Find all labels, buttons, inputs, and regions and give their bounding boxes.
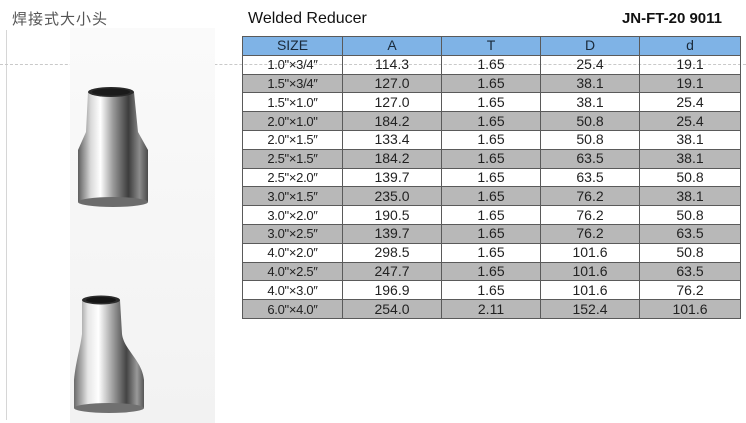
table-cell: 133.4 bbox=[342, 129, 442, 150]
table-cell: 19.1 bbox=[639, 73, 741, 94]
table-cell: 114.3 bbox=[342, 54, 442, 75]
table-cell: 25.4 bbox=[639, 111, 741, 131]
table-cell: 38.1 bbox=[639, 148, 741, 169]
table-row: 1.5"×1.0″ 127.0 1.65 38.1 25.4 bbox=[242, 92, 741, 113]
table-row: 4.0"×2.0″ 298.5 1.65 101.6 50.8 bbox=[242, 242, 741, 263]
table-cell: 63.5 bbox=[540, 167, 640, 188]
table-cell: 1.0"×3/4″ bbox=[242, 54, 343, 75]
table-cell: 1.65 bbox=[441, 223, 541, 244]
column-header-size: SIZE bbox=[242, 36, 343, 56]
left-guide-line bbox=[6, 30, 7, 420]
table-cell: 38.1 bbox=[540, 73, 640, 94]
table-cell: 50.8 bbox=[540, 111, 640, 131]
table-cell: 2.5"×2.0″ bbox=[242, 167, 343, 188]
table-cell: 63.5 bbox=[639, 261, 741, 282]
column-header-a: A bbox=[342, 36, 442, 56]
table-cell: 50.8 bbox=[639, 242, 741, 263]
table-cell: 184.2 bbox=[342, 111, 442, 131]
table-cell: 4.0"×2.0″ bbox=[242, 242, 343, 263]
table-body: 1.0"×3/4″ 114.3 1.65 25.4 19.1 1.5"×3/4″ 127.0… bbox=[242, 54, 741, 319]
table-cell: 152.4 bbox=[540, 299, 640, 319]
table-row: 1.5"×3/4″ 127.0 1.65 38.1 19.1 bbox=[242, 73, 741, 94]
table-row: 3.0"×1.5″ 235.0 1.65 76.2 38.1 bbox=[242, 186, 741, 207]
table-cell: 76.2 bbox=[639, 280, 741, 301]
table-row: 2.0"×1.5″ 133.4 1.65 50.8 38.1 bbox=[242, 129, 741, 150]
table-cell: 1.65 bbox=[441, 280, 541, 301]
table-cell: 139.7 bbox=[342, 167, 442, 188]
table-cell: 101.6 bbox=[540, 280, 640, 301]
table-row: 2.5"×2.0″ 139.7 1.65 63.5 50.8 bbox=[242, 167, 741, 188]
table-cell: 76.2 bbox=[540, 223, 640, 244]
table-cell: 63.5 bbox=[639, 223, 741, 244]
table-cell: 127.0 bbox=[342, 73, 442, 94]
table-cell: 2.11 bbox=[441, 299, 541, 319]
table-cell: 1.65 bbox=[441, 242, 541, 263]
table-cell: 1.5"×3/4″ bbox=[242, 73, 343, 94]
table-cell: 2.0"×1.5″ bbox=[242, 129, 343, 150]
table-row: 6.0"×4.0″ 254.0 2.11 152.4 101.6 bbox=[242, 299, 741, 319]
table-row: 3.0"×2.0″ 190.5 1.65 76.2 50.8 bbox=[242, 205, 741, 225]
table-cell: 196.9 bbox=[342, 280, 442, 301]
column-header-d: d bbox=[639, 36, 741, 56]
table-cell: 298.5 bbox=[342, 242, 442, 263]
table-cell: 1.65 bbox=[441, 111, 541, 131]
table-cell: 1.65 bbox=[441, 261, 541, 282]
table-cell: 1.65 bbox=[441, 148, 541, 169]
table-cell: 190.5 bbox=[342, 205, 442, 225]
table-cell: 184.2 bbox=[342, 148, 442, 169]
table-cell: 101.6 bbox=[540, 242, 640, 263]
table-cell: 247.7 bbox=[342, 261, 442, 282]
table-cell: 25.4 bbox=[639, 92, 741, 113]
table-row: 2.5"×1.5″ 184.2 1.65 63.5 38.1 bbox=[242, 148, 741, 169]
table-cell: 76.2 bbox=[540, 205, 640, 225]
table-cell: 76.2 bbox=[540, 186, 640, 207]
table-cell: 101.6 bbox=[639, 299, 741, 319]
table-cell: 50.8 bbox=[639, 205, 741, 225]
table-cell: 6.0"×4.0″ bbox=[242, 299, 343, 319]
table-cell: 38.1 bbox=[639, 186, 741, 207]
table-cell: 139.7 bbox=[342, 223, 442, 244]
table-cell: 1.65 bbox=[441, 186, 541, 207]
chinese-title: 焊接式大小头 bbox=[12, 10, 109, 28]
table-cell: 1.65 bbox=[441, 129, 541, 150]
table-cell: 25.4 bbox=[540, 54, 640, 75]
table-row: 2.0"×1.0" 184.2 1.65 50.8 25.4 bbox=[242, 111, 741, 131]
table-row: 4.0"×2.5″ 247.7 1.65 101.6 63.5 bbox=[242, 261, 741, 282]
reducer-image-bottom bbox=[74, 295, 144, 413]
table-cell: 235.0 bbox=[342, 186, 442, 207]
table-cell: 38.1 bbox=[540, 92, 640, 113]
table-cell: 50.8 bbox=[639, 167, 741, 188]
table-cell: 1.65 bbox=[441, 73, 541, 94]
table-row: 4.0"×3.0″ 196.9 1.65 101.6 76.2 bbox=[242, 280, 741, 301]
table-cell: 3.0"×1.5″ bbox=[242, 186, 343, 207]
column-header-d: D bbox=[540, 36, 640, 56]
table-cell: 1.5"×1.0″ bbox=[242, 92, 343, 113]
table-cell: 50.8 bbox=[540, 129, 640, 150]
table-cell: 3.0"×2.5″ bbox=[242, 223, 343, 244]
table-row: 1.0"×3/4″ 114.3 1.65 25.4 19.1 bbox=[242, 54, 741, 75]
table-cell: 63.5 bbox=[540, 148, 640, 169]
reducer-image-top bbox=[78, 87, 148, 207]
product-title: Welded Reducer bbox=[248, 10, 367, 27]
product-code: JN-FT-20 9011 bbox=[621, 10, 722, 27]
table-cell: 1.65 bbox=[441, 92, 541, 113]
table-cell: 101.6 bbox=[540, 261, 640, 282]
table-cell: 1.65 bbox=[441, 167, 541, 188]
table-cell: 2.5"×1.5″ bbox=[242, 148, 343, 169]
table-cell: 38.1 bbox=[639, 129, 741, 150]
table-cell: 3.0"×2.0″ bbox=[242, 205, 343, 225]
column-header-t: T bbox=[441, 36, 541, 56]
table-cell: 127.0 bbox=[342, 92, 442, 113]
table-cell: 1.65 bbox=[441, 54, 541, 75]
table-cell: 254.0 bbox=[342, 299, 442, 319]
table-cell: 4.0"×3.0″ bbox=[242, 280, 343, 301]
table-cell: 4.0"×2.5″ bbox=[242, 261, 343, 282]
table-row: 3.0"×2.5″ 139.7 1.65 76.2 63.5 bbox=[242, 223, 741, 244]
table-cell: 2.0"×1.0" bbox=[242, 111, 343, 131]
table-cell: 1.65 bbox=[441, 205, 541, 225]
table-cell: 19.1 bbox=[639, 54, 741, 75]
